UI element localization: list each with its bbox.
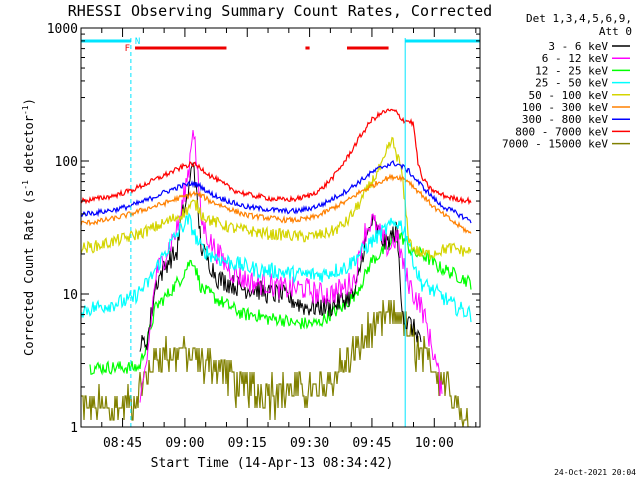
plot-frame	[80, 27, 481, 428]
series-line-5	[81, 173, 472, 234]
legend-label-7: 800 - 7000 keV	[515, 125, 608, 138]
y-tick-label-3: 1000	[47, 22, 78, 37]
series-line-1	[139, 129, 443, 403]
flare-flag-label: F	[125, 44, 130, 54]
legend-label-6: 300 - 800 keV	[522, 113, 608, 126]
series-line-6	[81, 159, 472, 224]
plot-area: NF 1 10 100 1000 08:45 09:00 09:15 09:30 09:45 10:…	[47, 22, 481, 451]
series-line-4	[81, 136, 472, 260]
legend-label-1: 6 - 12 keV	[542, 52, 609, 65]
x-tick-label-5: 10:00	[415, 436, 454, 451]
legend-label-5: 100 - 300 keV	[522, 101, 608, 114]
legend-header-1: Det 1,3,4,5,6,9,	[526, 12, 632, 25]
legend-label-4: 50 - 100 keV	[529, 89, 609, 102]
x-tick-label-0: 08:45	[103, 436, 142, 451]
y-tick-label-1: 10	[62, 288, 78, 303]
x-tick-label-1: 09:00	[165, 436, 204, 451]
x-tick-label-3: 09:30	[290, 436, 329, 451]
legend-label-2: 12 - 25 keV	[535, 64, 608, 77]
legend-label-3: 25 - 50 keV	[535, 77, 608, 90]
legend-header-2: Att 0	[599, 25, 632, 38]
legend-label-0: 3 - 6 keV	[548, 40, 608, 53]
y-axis-label: Corrected Count Rate (s-1 detector-1)	[21, 98, 36, 356]
y-tick-label-0: 1	[70, 421, 78, 436]
legend-label-8: 7000 - 15000 keV	[502, 138, 608, 151]
night-flag-label: N	[135, 37, 140, 47]
y-tick-label-2: 100	[55, 155, 78, 170]
x-tick-label-2: 09:15	[228, 436, 267, 451]
series-line-8	[81, 299, 471, 427]
footer-date: 24-Oct-2021 20:04	[554, 468, 636, 477]
series-line-3	[81, 212, 472, 323]
series-line-7	[81, 108, 472, 206]
chart-title: RHESSI Observing Summary Count Rates, Co…	[68, 2, 492, 20]
x-axis-label: Start Time (14-Apr-13 08:34:42)	[151, 456, 394, 471]
x-tick-label-4: 09:45	[352, 436, 391, 451]
